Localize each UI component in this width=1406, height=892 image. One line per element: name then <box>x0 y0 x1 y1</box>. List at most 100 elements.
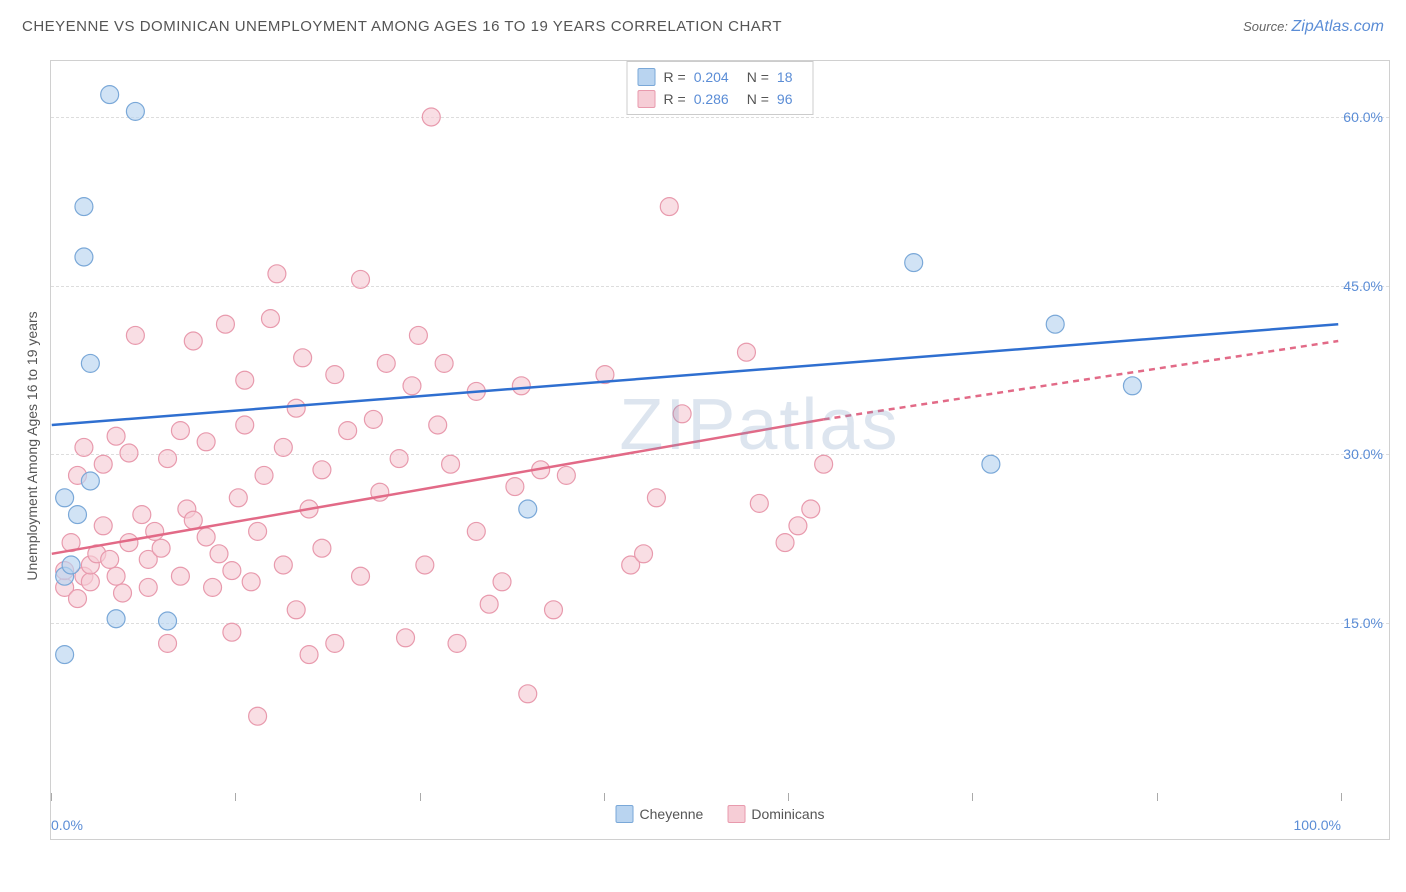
dominican-point <box>223 562 241 580</box>
dominican-point <box>442 455 460 473</box>
dominican-point <box>545 601 563 619</box>
y-tick-label: 30.0% <box>1343 446 1383 462</box>
legend-r-value: 0.204 <box>694 69 729 85</box>
dominican-point <box>422 108 440 126</box>
cheyenne-point <box>159 612 177 630</box>
y-tick-label: 45.0% <box>1343 278 1383 294</box>
dominican-point <box>409 326 427 344</box>
legend-n-label: N = <box>747 69 769 85</box>
dominican-point <box>184 511 202 529</box>
series-label: Dominicans <box>751 806 824 822</box>
dominican-point <box>294 349 312 367</box>
dominican-point <box>635 545 653 563</box>
dominican-point <box>467 522 485 540</box>
legend-r-value: 0.286 <box>694 91 729 107</box>
dominican-point <box>390 450 408 468</box>
y-tick-label: 60.0% <box>1343 109 1383 125</box>
dominican-point <box>802 500 820 518</box>
cheyenne-point <box>62 556 80 574</box>
y-tick-label: 15.0% <box>1343 615 1383 631</box>
dominican-point <box>313 539 331 557</box>
dominican-point <box>242 573 260 591</box>
dominican-point <box>229 489 247 507</box>
dominican-point <box>107 427 125 445</box>
dominican-point <box>660 198 678 216</box>
dominican-point <box>204 578 222 596</box>
dominican-point <box>210 545 228 563</box>
source-attribution: Source: ZipAtlas.com <box>1243 18 1384 36</box>
cheyenne-point <box>75 198 93 216</box>
cheyenne-point <box>81 354 99 372</box>
dominican-point <box>171 422 189 440</box>
dominican-point <box>313 461 331 479</box>
cheyenne-point <box>81 472 99 490</box>
dominican-point <box>416 556 434 574</box>
legend-n-value: 96 <box>777 91 793 107</box>
dominican-point <box>197 433 215 451</box>
legend-swatch <box>727 805 745 823</box>
dominican-point <box>789 517 807 535</box>
x-tick <box>788 793 789 801</box>
legend-r-label: R = <box>664 69 686 85</box>
dominican-point <box>776 534 794 552</box>
dominican-point <box>339 422 357 440</box>
cheyenne-point <box>69 506 87 524</box>
dominican-point <box>120 444 138 462</box>
dominican-point <box>519 685 537 703</box>
dominican-point <box>159 634 177 652</box>
cheyenne-point <box>107 610 125 628</box>
dominican-point <box>236 416 254 434</box>
dominican-point <box>139 578 157 596</box>
series-label: Cheyenne <box>640 806 704 822</box>
dominican-point <box>159 450 177 468</box>
dominican-trend-extrapolated <box>824 341 1339 419</box>
dominican-point <box>236 371 254 389</box>
cheyenne-point <box>126 102 144 120</box>
dominican-point <box>255 466 273 484</box>
x-tick-label: 100.0% <box>1294 817 1341 833</box>
dominican-point <box>448 634 466 652</box>
x-tick <box>235 793 236 801</box>
dominican-point <box>171 567 189 585</box>
dominican-point <box>216 315 234 333</box>
dominican-point <box>249 522 267 540</box>
source-link[interactable]: ZipAtlas.com <box>1292 18 1384 35</box>
dominican-point <box>274 438 292 456</box>
series-legend-item: Cheyenne <box>616 805 704 823</box>
cheyenne-point <box>56 646 74 664</box>
x-tick <box>420 793 421 801</box>
dominican-point <box>326 366 344 384</box>
dominican-point <box>352 567 370 585</box>
dominican-point <box>364 410 382 428</box>
dominican-point <box>480 595 498 613</box>
cheyenne-point <box>982 455 1000 473</box>
dominican-point <box>81 573 99 591</box>
dominican-point <box>326 634 344 652</box>
dominican-point <box>223 623 241 641</box>
dominican-point <box>287 399 305 417</box>
chart-area: ZIPatlas R = 0.204 N = 18 R = 0.286 N = … <box>50 60 1390 840</box>
x-tick <box>604 793 605 801</box>
dominican-point <box>197 528 215 546</box>
legend-swatch <box>638 68 656 86</box>
dominican-point <box>673 405 691 423</box>
plot-inner: ZIPatlas <box>51 61 1339 789</box>
cheyenne-point <box>56 489 74 507</box>
chart-title: CHEYENNE VS DOMINICAN UNEMPLOYMENT AMONG… <box>22 18 782 35</box>
legend-swatch <box>616 805 634 823</box>
dominican-point <box>737 343 755 361</box>
dominican-point <box>512 377 530 395</box>
correlation-legend: R = 0.204 N = 18 R = 0.286 N = 96 <box>627 61 814 115</box>
x-tick <box>51 793 52 801</box>
dominican-point <box>429 416 447 434</box>
dominican-point <box>300 646 318 664</box>
cheyenne-point <box>1046 315 1064 333</box>
legend-row: R = 0.204 N = 18 <box>638 66 803 88</box>
dominican-point <box>557 466 575 484</box>
legend-row: R = 0.286 N = 96 <box>638 88 803 110</box>
dominican-trend <box>52 419 824 553</box>
legend-swatch <box>638 90 656 108</box>
source-prefix: Source: <box>1243 19 1291 34</box>
dominican-point <box>101 550 119 568</box>
dominican-point <box>133 506 151 524</box>
